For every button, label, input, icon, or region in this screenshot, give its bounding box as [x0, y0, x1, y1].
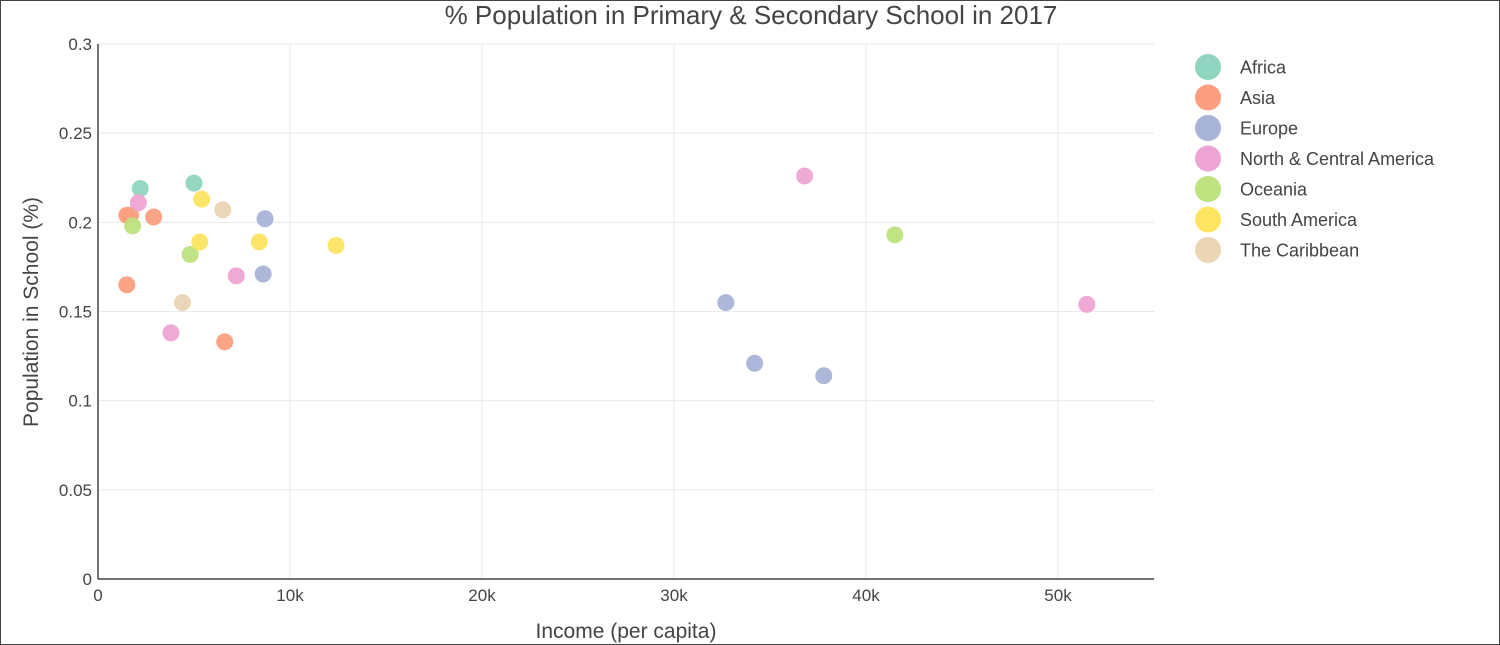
- grid-layer: [98, 43, 1154, 579]
- legend-label: North & Central America: [1240, 149, 1435, 169]
- x-tick-label: 0: [93, 586, 102, 605]
- x-tick-label: 40k: [852, 586, 880, 605]
- data-point-europe[interactable]: [717, 294, 735, 312]
- data-point-oceania[interactable]: [886, 226, 904, 244]
- data-point-oceania[interactable]: [181, 245, 199, 263]
- legend-item-africa[interactable]: Africa: [1195, 54, 1287, 80]
- data-point-north-central-america[interactable]: [1078, 295, 1096, 313]
- data-point-asia[interactable]: [118, 276, 136, 294]
- legend-marker: [1195, 237, 1221, 263]
- legend-item-asia[interactable]: Asia: [1195, 84, 1276, 111]
- data-point-europe[interactable]: [256, 210, 274, 228]
- y-axis-title: Population in School (%): [20, 197, 43, 427]
- x-tick-label: 20k: [468, 586, 496, 605]
- data-point-north-central-america[interactable]: [227, 267, 245, 285]
- legend-marker: [1195, 84, 1221, 111]
- data-point-europe[interactable]: [815, 367, 833, 385]
- legend-label: Oceania: [1240, 180, 1308, 200]
- y-tick-label: 0: [83, 570, 92, 589]
- data-point-oceania[interactable]: [124, 217, 142, 235]
- data-point-south-america[interactable]: [193, 190, 211, 208]
- data-point-africa[interactable]: [185, 174, 203, 192]
- data-point-europe[interactable]: [746, 354, 764, 372]
- data-point-asia[interactable]: [145, 208, 163, 226]
- data-point-north-central-america[interactable]: [162, 324, 180, 342]
- x-axis-title: Income (per capita): [536, 620, 717, 643]
- legend-label: Asia: [1240, 88, 1276, 108]
- points-layer: [118, 167, 1096, 385]
- chart-title: % Population in Primary & Secondary Scho…: [445, 1, 1058, 30]
- axis-layer: 0 10k 20k 30k 40k 50k 0 0.05 0.1 0.15 0.2 0.25 0.3: [59, 35, 1154, 605]
- data-point-europe[interactable]: [254, 265, 272, 283]
- legend-label: The Caribbean: [1240, 241, 1359, 261]
- legend-item-north-central-america[interactable]: North & Central America: [1195, 145, 1435, 172]
- data-point-south-america[interactable]: [250, 233, 268, 251]
- legend-item-oceania[interactable]: Oceania: [1195, 176, 1308, 202]
- legend-label: Africa: [1240, 58, 1287, 78]
- legend-item-south-america[interactable]: South America: [1195, 206, 1358, 233]
- legend-item-the-caribbean[interactable]: The Caribbean: [1195, 237, 1359, 263]
- data-point-south-america[interactable]: [191, 233, 209, 251]
- legend-item-europe[interactable]: Europe: [1195, 115, 1298, 141]
- legend-marker: [1195, 176, 1221, 202]
- y-tick-label: 0.25: [59, 124, 92, 143]
- data-point-africa[interactable]: [131, 179, 149, 197]
- legend: Africa Asia Europe North & Central America O…: [1195, 54, 1435, 263]
- y-tick-label: 0.15: [59, 303, 92, 322]
- x-tick-label: 50k: [1044, 586, 1072, 605]
- legend-marker: [1195, 54, 1221, 80]
- x-tick-label: 30k: [660, 586, 688, 605]
- x-tick-label: 10k: [276, 586, 304, 605]
- data-point-asia[interactable]: [216, 333, 234, 351]
- legend-marker: [1195, 206, 1221, 233]
- y-tick-label: 0.2: [68, 213, 92, 232]
- legend-marker: [1195, 115, 1221, 141]
- legend-marker: [1195, 145, 1221, 172]
- y-tick-label: 0.1: [68, 392, 92, 411]
- data-point-north-central-america[interactable]: [796, 167, 814, 185]
- data-point-the-caribbean[interactable]: [173, 294, 191, 312]
- y-tick-label: 0.05: [59, 481, 92, 500]
- legend-label: South America: [1240, 210, 1358, 230]
- data-point-the-caribbean[interactable]: [214, 201, 232, 219]
- legend-label: Europe: [1240, 119, 1298, 139]
- data-point-south-america[interactable]: [327, 237, 345, 255]
- data-point-north-central-america[interactable]: [129, 194, 147, 212]
- y-tick-label: 0.3: [68, 35, 92, 54]
